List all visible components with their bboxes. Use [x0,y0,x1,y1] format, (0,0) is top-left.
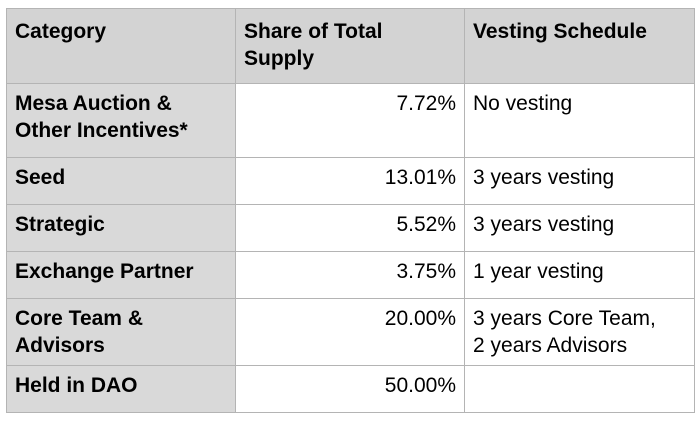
header-share: Share of Total Supply [235,8,465,84]
row-vesting-line: 3 years vesting [473,166,615,189]
row-category-line: Held in DAO [15,374,138,397]
row-category-line: Strategic [15,213,105,236]
table-header-row: Category Share of Total Supply Vesting S… [6,8,695,84]
row-category-line: Core Team & [15,307,143,330]
row-share: 20.00% [235,298,465,366]
row-category-line: Mesa Auction & [15,92,172,115]
row-vesting-line: 1 year vesting [473,260,604,283]
table-row: Mesa Auction & Other Incentives* 7.72% N… [6,83,695,158]
row-share: 3.75% [235,251,465,299]
row-category: Held in DAO [6,365,236,413]
row-share: 13.01% [235,157,465,205]
row-vesting-line: 2 years Advisors [473,334,628,357]
row-category-line: Exchange Partner [15,260,194,283]
header-share-line: Supply [244,47,315,70]
row-category-line: Other Incentives* [15,119,188,142]
row-category-line: Advisors [15,334,105,357]
table-row: Strategic 5.52% 3 years vesting [6,204,695,252]
row-vesting-line: 3 years Core Team, [473,307,656,330]
row-category: Seed [6,157,236,205]
row-vesting: 3 years vesting [464,204,695,252]
table-row: Held in DAO 50.00% [6,365,695,413]
row-vesting: 1 year vesting [464,251,695,299]
row-category: Strategic [6,204,236,252]
row-vesting: 3 years Core Team, 2 years Advisors [464,298,695,366]
row-vesting-line: 3 years vesting [473,213,615,236]
row-vesting-empty [464,365,695,413]
row-vesting-line: No vesting [473,92,573,115]
row-share: 5.52% [235,204,465,252]
row-category-line: Seed [15,166,66,189]
row-vesting: 3 years vesting [464,157,695,205]
header-vesting: Vesting Schedule [464,8,695,84]
header-share-line: Share of Total [244,20,383,43]
row-share: 7.72% [235,83,465,158]
row-category: Mesa Auction & Other Incentives* [6,83,236,158]
table-row: Exchange Partner 3.75% 1 year vesting [6,251,695,299]
header-category: Category [6,8,236,84]
row-category: Exchange Partner [6,251,236,299]
table-row: Core Team & Advisors 20.00% 3 years Core… [6,298,695,366]
token-allocation-table: Category Share of Total Supply Vesting S… [6,8,695,413]
row-share: 50.00% [235,365,465,413]
row-category: Core Team & Advisors [6,298,236,366]
row-vesting: No vesting [464,83,695,158]
table-row: Seed 13.01% 3 years vesting [6,157,695,205]
